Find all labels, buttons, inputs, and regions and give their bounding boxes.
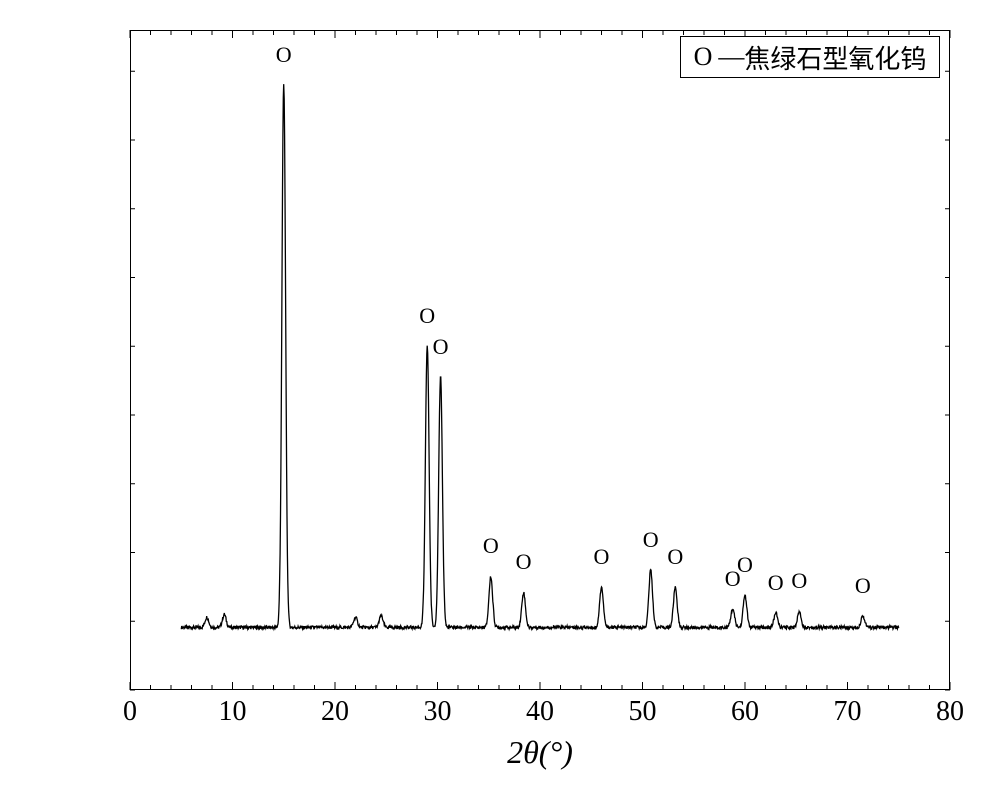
peak-marker-icon: O <box>594 544 610 570</box>
x-tick-label: 80 <box>936 696 964 728</box>
x-tick-label: 0 <box>123 696 137 728</box>
peak-marker-icon: O <box>667 544 683 570</box>
x-tick-label: 60 <box>731 696 759 728</box>
peak-marker-icon: O <box>483 533 499 559</box>
svg-layer <box>0 0 1000 792</box>
x-tick-label: 70 <box>834 696 862 728</box>
xrd-spectrum-line <box>181 84 899 629</box>
x-axis-label: 2θ(°) <box>507 734 573 771</box>
x-tick-label: 20 <box>321 696 349 728</box>
peak-marker-icon: O <box>855 573 871 599</box>
peak-marker-icon: O <box>643 527 659 553</box>
peak-marker-icon: O <box>276 42 292 68</box>
legend-text: 焦绿石型氧化钨 <box>744 39 926 76</box>
x-tick-label: 30 <box>424 696 452 728</box>
peak-marker-icon: O <box>419 303 435 329</box>
peak-marker-icon: O <box>791 568 807 594</box>
xrd-figure: 01020304050607080OOOOOOOOOOOOO O — 焦绿石型氧… <box>0 0 1000 792</box>
x-tick-label: 40 <box>526 696 554 728</box>
peak-marker-icon: O <box>768 570 784 596</box>
peak-marker-icon: O <box>516 549 532 575</box>
x-tick-label: 10 <box>219 696 247 728</box>
peak-marker-icon: O <box>737 552 753 578</box>
x-tick-label: 50 <box>629 696 657 728</box>
legend-separator: — <box>718 42 744 72</box>
peak-marker-icon: O <box>433 334 449 360</box>
legend: O — 焦绿石型氧化钨 <box>680 36 940 78</box>
legend-marker-icon: O <box>694 42 713 72</box>
